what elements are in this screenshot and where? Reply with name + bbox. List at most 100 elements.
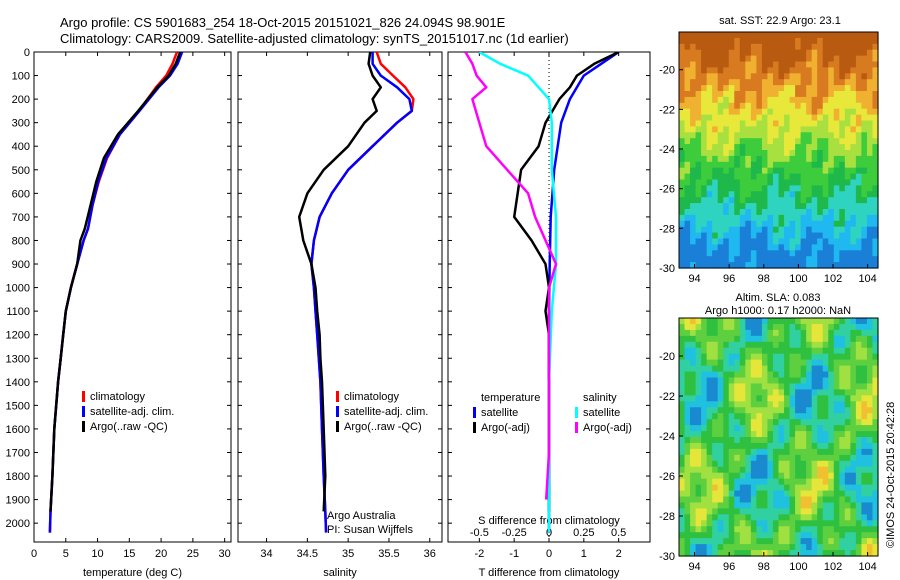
heatmap-cell <box>866 132 874 139</box>
heatmap-cell <box>772 389 780 396</box>
heatmap-cell <box>844 389 851 396</box>
heatmap-cell <box>789 96 796 104</box>
heatmap-cell <box>778 37 785 45</box>
heatmap-cell <box>784 407 791 414</box>
heatmap-cell <box>690 323 697 331</box>
heatmap-cell <box>784 37 791 45</box>
heatmap-cell <box>701 43 708 51</box>
heatmap-cell <box>855 250 863 257</box>
heatmap-cell <box>739 472 746 480</box>
heatmap-cell <box>850 413 857 420</box>
heatmap-cell <box>723 502 730 509</box>
heatmap-cell <box>761 472 769 480</box>
heatmap-cell <box>690 401 697 408</box>
heatmap-cell <box>861 514 868 521</box>
heatmap-cell <box>756 508 763 515</box>
heatmap-cell <box>828 425 835 432</box>
heatmap-cell <box>855 318 863 325</box>
heatmap-cell <box>800 490 807 498</box>
heatmap-cell <box>772 250 780 257</box>
heatmap-cell <box>679 49 686 57</box>
heatmap-cell <box>828 114 835 122</box>
heatmap-cell <box>866 538 874 545</box>
heatmap-cell <box>750 161 757 169</box>
heatmap-cell <box>828 167 835 175</box>
heatmap-cell <box>822 502 829 509</box>
heatmap-cell <box>728 49 735 57</box>
heatmap-cell <box>789 383 796 390</box>
heatmap-cell <box>844 508 851 515</box>
heatmap-cell <box>850 341 857 349</box>
heatmap-cell <box>750 173 757 181</box>
heatmap-cell <box>684 353 691 361</box>
heatmap-cell <box>750 448 757 456</box>
heatmap-cell <box>811 532 818 539</box>
heatmap-cell <box>844 250 851 257</box>
heatmap-cell <box>778 431 785 438</box>
heatmap-cell <box>855 484 863 492</box>
heatmap-cell <box>822 49 829 57</box>
heatmap-cell <box>778 460 785 468</box>
heatmap-cell <box>866 472 874 480</box>
heatmap-cell <box>717 43 724 51</box>
heatmap-cell <box>855 514 863 521</box>
heatmap-cell <box>833 395 840 402</box>
heatmap-cell <box>750 250 757 257</box>
heatmap-cell <box>817 425 824 432</box>
heatmap-cell <box>839 550 846 557</box>
heatmap-cell <box>734 383 741 390</box>
heatmap-cell <box>723 478 730 486</box>
heatmap-cell <box>756 214 763 222</box>
heatmap-cell <box>795 155 802 163</box>
heatmap-cell <box>695 244 702 251</box>
heatmap-cell <box>712 232 719 240</box>
heatmap-cell <box>828 544 835 551</box>
heatmap-cell <box>772 359 780 367</box>
heatmap-cell <box>855 383 863 390</box>
heatmap-cell <box>866 490 874 498</box>
heatmap-cell <box>756 191 763 198</box>
heatmap-cell <box>789 185 796 192</box>
heatmap-cell <box>784 472 791 480</box>
heatmap-cell <box>695 37 702 45</box>
heatmap-cell <box>817 407 824 414</box>
heatmap-cell <box>800 256 807 263</box>
heatmap-cell <box>839 496 846 504</box>
heatmap-cell <box>806 43 813 51</box>
heatmap-cell <box>844 144 851 151</box>
heatmap-cell <box>855 431 863 438</box>
heatmap-cell <box>728 238 735 245</box>
heatmap-cell <box>684 220 691 228</box>
heatmap-cell <box>828 401 835 408</box>
heatmap-cell <box>679 383 686 390</box>
heatmap-cell <box>761 514 769 521</box>
heatmap-cell <box>679 425 686 432</box>
heatmap-cell <box>750 220 757 228</box>
heatmap-cell <box>756 323 763 331</box>
heatmap-cell <box>701 155 708 163</box>
heatmap-cell <box>734 353 741 361</box>
y-tick-label: -24 <box>659 431 675 443</box>
heatmap-cell <box>723 413 730 420</box>
heatmap-cell <box>795 173 802 181</box>
top-tick-label: -0.5 <box>470 527 489 539</box>
heatmap-cell <box>844 120 851 127</box>
heatmap-cell <box>844 341 851 349</box>
heatmap-cell <box>723 173 730 181</box>
heatmap-cell <box>844 514 851 521</box>
heatmap-cell <box>861 161 868 169</box>
heatmap-cell <box>739 466 746 474</box>
heatmap-cell <box>784 532 791 539</box>
heatmap-cell <box>833 472 840 480</box>
heatmap-cell <box>728 425 735 432</box>
heatmap-cell <box>734 413 741 420</box>
heatmap-cell <box>684 395 691 402</box>
heatmap-cell <box>828 347 835 355</box>
heatmap-cell <box>756 226 763 234</box>
heatmap-cell <box>684 79 691 86</box>
heatmap-cell <box>784 226 791 234</box>
heatmap-cell <box>728 377 735 385</box>
heatmap-cell <box>784 262 791 269</box>
heatmap-cell <box>745 150 752 157</box>
heatmap-cell <box>817 437 824 444</box>
